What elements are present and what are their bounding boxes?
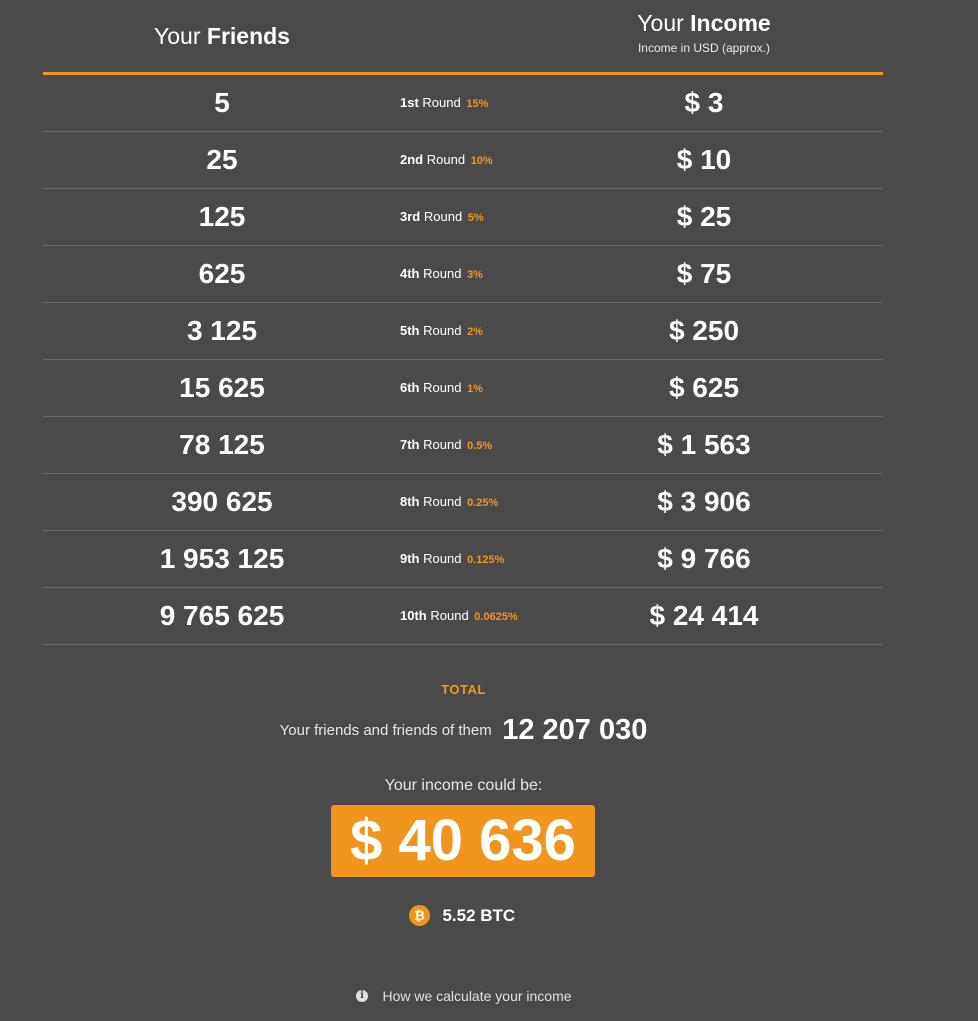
income-column-header: Your Income Income in USD (approx.): [583, 9, 825, 55]
income-total-box: $ 40 636: [331, 805, 595, 877]
table-row: 9 765 625 10th Round 0.0625% $ 24 414: [43, 588, 883, 645]
income-amount: $ 10: [676, 144, 732, 175]
round-label: 10th Round 0.0625%: [400, 588, 518, 645]
round-word: Round: [423, 494, 462, 509]
round-percent: 10%: [470, 155, 493, 167]
income-amount: $ 9 766: [657, 543, 751, 574]
table-row: 25 2nd Round 10% $ 10: [43, 132, 883, 189]
round-ordinal: 4th: [400, 266, 420, 281]
round-ordinal: 2nd: [400, 152, 424, 167]
friends-count: 125: [198, 201, 246, 232]
friends-count: 390 625: [171, 486, 273, 517]
friends-column-header: Your Friends: [43, 22, 401, 50]
bitcoin-icon: ₿: [409, 905, 430, 926]
round-percent: 0.125%: [467, 554, 505, 566]
income-amount: $ 3: [684, 87, 724, 118]
round-word: Round: [423, 437, 462, 452]
income-amount: $ 625: [668, 372, 740, 403]
round-word: Round: [430, 608, 469, 623]
table-header: Your Friends Your Income Income in USD (…: [43, 0, 883, 75]
round-word: Round: [423, 323, 462, 338]
income-total-label: Your income could be:: [384, 777, 543, 794]
round-label: 1st Round 15%: [400, 75, 488, 132]
info-icon: i: [356, 989, 368, 1002]
round-ordinal: 10th: [400, 608, 427, 623]
table-row: 78 125 7th Round 0.5% $ 1 563: [43, 417, 883, 474]
table-row: 125 3rd Round 5% $ 25: [43, 189, 883, 246]
friends-total-value: 12 207 030: [502, 714, 648, 746]
round-ordinal: 5th: [400, 323, 420, 338]
friends-count: 15 625: [179, 372, 265, 403]
round-percent: 0.5%: [467, 440, 493, 452]
round-label: 4th Round 3%: [400, 246, 483, 303]
friends-count: 625: [198, 258, 246, 289]
round-percent: 3%: [467, 269, 483, 281]
table-row: 5 1st Round 15% $ 3: [43, 75, 883, 132]
friends-total-label: Your friends and friends of them: [279, 722, 492, 739]
btc-value: 5.52 BTC: [442, 905, 516, 925]
income-header-bold: Income: [690, 10, 771, 36]
btc-equivalent: ₿ 5.52 BTC: [409, 905, 515, 927]
round-word: Round: [423, 266, 462, 281]
income-amount: $ 3 906: [657, 486, 751, 517]
friends-total: Your friends and friends of them 12 207 …: [0, 714, 927, 747]
table-row: 3 125 5th Round 2% $ 250: [43, 303, 883, 360]
round-percent: 15%: [466, 98, 489, 110]
friends-count: 3 125: [186, 315, 258, 346]
friends-count: 25: [206, 144, 238, 175]
round-label: 5th Round 2%: [400, 303, 483, 360]
friends-count: 9 765 625: [159, 600, 285, 631]
friends-count: 78 125: [179, 429, 265, 460]
how-we-calculate-text[interactable]: How we calculate your income: [382, 987, 572, 1004]
round-ordinal: 6th: [400, 380, 420, 395]
round-label: 2nd Round 10%: [400, 132, 493, 189]
round-label: 6th Round 1%: [400, 360, 483, 417]
table-row: 15 625 6th Round 1% $ 625: [43, 360, 883, 417]
round-label: 9th Round 0.125%: [400, 531, 504, 588]
income-header-title: Your Income: [583, 9, 825, 37]
income-amount: $ 25: [676, 201, 732, 232]
round-word: Round: [423, 209, 463, 224]
round-ordinal: 7th: [400, 437, 420, 452]
round-percent: 5%: [467, 212, 484, 224]
round-word: Round: [423, 551, 462, 566]
income-header-prefix: Your: [637, 10, 684, 36]
round-word: Round: [423, 380, 462, 395]
round-ordinal: 9th: [400, 551, 420, 566]
round-percent: 0.25%: [467, 497, 499, 509]
friends-count: 1 953 125: [159, 543, 285, 574]
income-amount: $ 75: [676, 258, 732, 289]
friends-header-prefix: Your: [154, 23, 201, 49]
round-ordinal: 8th: [400, 494, 420, 509]
round-percent: 2%: [467, 326, 483, 338]
income-amount: $ 250: [668, 315, 740, 346]
income-amount: $ 1 563: [657, 429, 751, 460]
round-percent: 0.0625%: [474, 611, 518, 623]
income-header-subtitle: Income in USD (approx.): [637, 41, 771, 55]
how-we-calculate-link[interactable]: i How we calculate your income: [356, 987, 572, 1005]
table-row: 1 953 125 9th Round 0.125% $ 9 766: [43, 531, 883, 588]
round-label: 3rd Round 5%: [400, 189, 484, 246]
round-ordinal: 1st: [400, 95, 419, 110]
round-label: 7th Round 0.5%: [400, 417, 492, 474]
table-body: 5 1st Round 15% $ 3 25 2nd Round 10% $ 10 125 3…: [43, 75, 883, 645]
income-table: Your Friends Your Income Income in USD (…: [43, 0, 883, 645]
round-percent: 1%: [467, 383, 483, 395]
round-label: 8th Round 0.25%: [400, 474, 498, 531]
friends-header-bold: Friends: [206, 23, 290, 49]
friends-count: 5: [214, 87, 230, 118]
income-amount: $ 24 414: [649, 600, 759, 631]
table-row: 390 625 8th Round 0.25% $ 3 906: [43, 474, 883, 531]
total-label: TOTAL: [441, 682, 486, 697]
table-row: 625 4th Round 3% $ 75: [43, 246, 883, 303]
round-word: Round: [426, 152, 466, 167]
round-ordinal: 3rd: [400, 209, 421, 224]
round-word: Round: [422, 95, 461, 110]
